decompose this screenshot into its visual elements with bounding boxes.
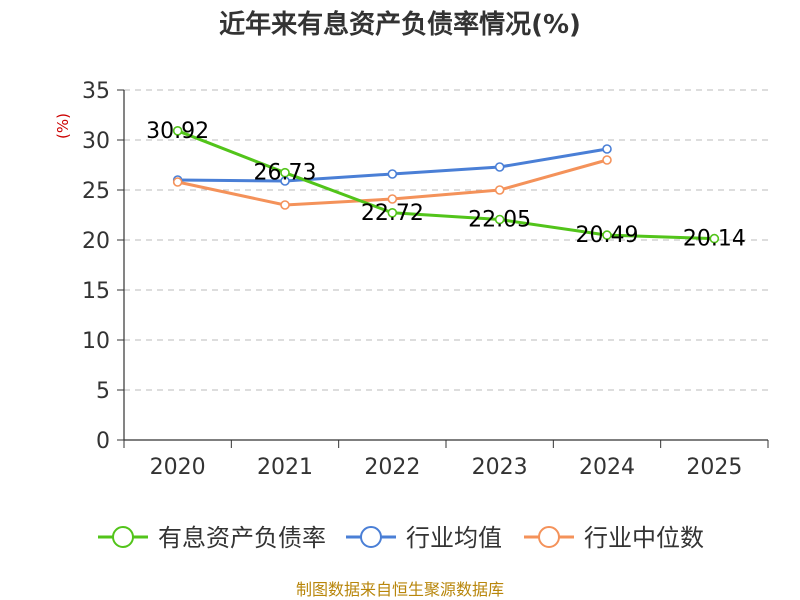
series-point-0 — [280, 167, 290, 178]
data-label: 22.72 — [361, 201, 424, 226]
chart-title: 近年来有息资产负债率情况(%) — [219, 9, 581, 40]
x-tick-label: 2022 — [364, 455, 420, 480]
series-point-2 — [387, 194, 398, 204]
legend-marker-1 — [360, 526, 382, 548]
series-group — [172, 126, 720, 244]
x-tick-label: 2024 — [579, 455, 635, 480]
legend-label-1: 行业均值 — [406, 524, 502, 552]
series-point-2 — [494, 185, 505, 195]
y-tick-label: 20 — [82, 229, 110, 254]
series-point-2 — [280, 200, 290, 210]
y-tick-label: 15 — [82, 279, 110, 304]
x-tick-label: 2021 — [257, 455, 313, 480]
data-label: 20.49 — [576, 223, 639, 248]
y-tick-label: 30 — [82, 129, 110, 154]
series-point-1 — [494, 162, 505, 172]
y-tick-label: 35 — [82, 79, 110, 104]
series-point-0 — [172, 126, 183, 136]
legend-label-2: 行业中位数 — [584, 524, 704, 552]
y-tick-label: 0 — [96, 429, 110, 454]
legend: 有息资产负债率 行业均值 行业中位数 — [98, 524, 704, 552]
series-point-2 — [172, 177, 183, 187]
data-label: 26.73 — [254, 161, 317, 186]
data-label: 20.14 — [683, 227, 746, 252]
series-point-1 — [602, 144, 612, 154]
series-point-0 — [709, 233, 720, 244]
legend-label-0: 有息资产负债率 — [158, 524, 326, 552]
legend-marker-0 — [112, 526, 134, 548]
y-tick-label: 25 — [82, 179, 110, 204]
series-point-0 — [387, 208, 398, 218]
data-label: 30.92 — [146, 119, 209, 144]
series-line-0 — [177, 129, 715, 241]
x-tick-label: 2025 — [686, 455, 742, 480]
legend-marker-2 — [538, 526, 560, 548]
grid — [124, 89, 768, 391]
x-tick-label: 2020 — [150, 455, 206, 480]
series-point-0 — [602, 230, 612, 240]
series-point-0 — [494, 214, 505, 225]
x-tick-label: 2023 — [472, 455, 528, 480]
data-labels: 30.92 26.73 22.72 22.05 20.49 20.14 — [146, 119, 746, 252]
y-tick-label: 5 — [96, 379, 110, 404]
series-point-2 — [602, 155, 612, 165]
series-point-1 — [387, 169, 398, 179]
y-tick-label: 10 — [82, 329, 110, 354]
data-label: 22.05 — [468, 208, 531, 233]
y-axis-label: (%) — [54, 113, 72, 139]
source-note: 制图数据来自恒生聚源数据库 — [296, 580, 504, 599]
